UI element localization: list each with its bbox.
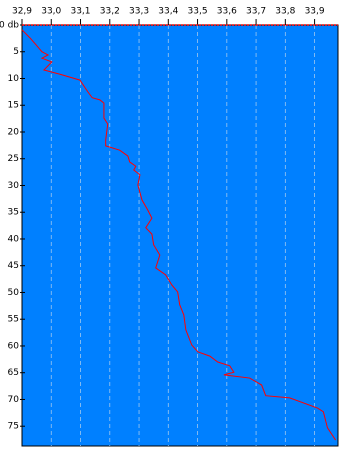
y-tick-label: 70 [8,395,20,405]
x-tick-label: 33,9 [305,7,325,17]
x-tick-label: 33,4 [158,7,178,17]
y-tick-label: 55 [8,315,19,325]
x-tick-label: 33,7 [246,7,266,17]
y-tick-label: 30 [8,181,20,191]
plot-area [21,24,339,447]
x-tick-label: 32,9 [12,7,32,17]
y-tick-label: 15 [8,101,19,111]
y-tick-label: 10 [8,74,20,84]
x-tick-label: 33,3 [129,7,149,17]
y-tick-label: 20 [8,127,20,137]
x-tick-label: 33,0 [41,7,61,17]
profile-line [21,29,337,441]
y-tick-label: 45 [8,261,19,271]
y-tick-label: 35 [8,208,19,218]
x-tick-label: 33,1 [70,7,90,17]
y-tick-label: 25 [8,154,19,164]
y-tick-label: 0 db [0,21,19,31]
y-tick-label: 5 [13,47,19,57]
y-tick-label: 65 [8,368,19,378]
x-tick-label: 33,8 [275,7,295,17]
x-tick-label: 33,6 [217,7,237,17]
x-tick-label: 33,2 [100,7,120,17]
y-tick-label: 40 [8,234,20,244]
y-tick-label: 60 [8,341,20,351]
x-tick-label: 33,5 [188,7,208,17]
y-tick-label: 50 [8,288,20,298]
y-tick-label: 75 [8,422,19,432]
